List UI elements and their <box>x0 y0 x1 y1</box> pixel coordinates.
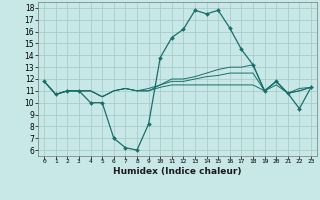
X-axis label: Humidex (Indice chaleur): Humidex (Indice chaleur) <box>113 167 242 176</box>
